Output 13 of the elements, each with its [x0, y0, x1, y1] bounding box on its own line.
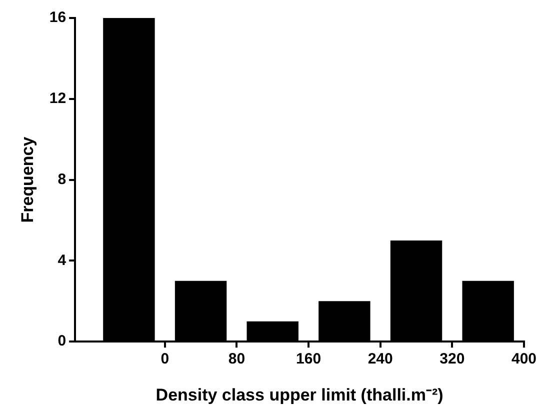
y-tick-label: 16 — [49, 9, 66, 26]
x-tick-label: 400 — [511, 350, 537, 368]
x-tick-label: 240 — [368, 350, 393, 368]
x-tick-label: 320 — [440, 350, 465, 368]
y-tick-label: 8 — [58, 170, 66, 188]
x-axis-title: Density class upper limit (thalli.m⁻²) — [156, 385, 444, 404]
x-tick-label: 160 — [296, 350, 322, 368]
y-tick-label: 0 — [58, 332, 66, 350]
y-tick-label: 12 — [49, 90, 66, 108]
y-tick-label: 4 — [58, 252, 67, 269]
y-axis-title: Frequency — [18, 136, 37, 223]
x-tick-label: 0 — [160, 350, 170, 368]
x-tick-label: 80 — [228, 350, 246, 368]
